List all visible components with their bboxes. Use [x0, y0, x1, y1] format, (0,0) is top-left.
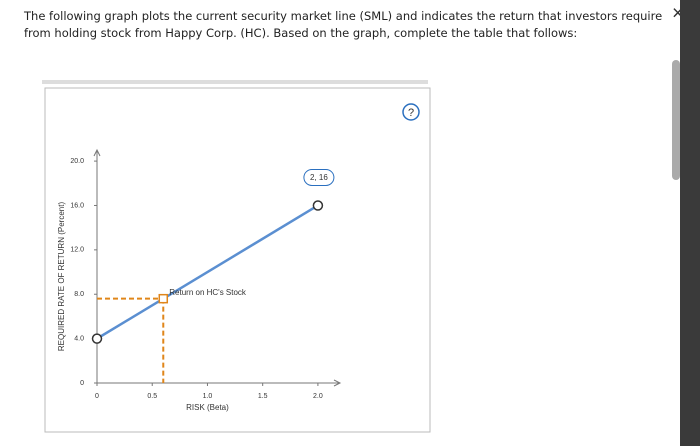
y-tick-label: 0 [80, 380, 84, 387]
y-axis-arrow [93, 148, 101, 157]
callout-box [303, 168, 335, 186]
question-text: The following graph plots the current se… [24, 9, 663, 40]
divider [42, 80, 428, 84]
hc-point [158, 293, 169, 304]
scrollbar[interactable] [672, 60, 680, 180]
x-tick-label: 0.5 [147, 393, 157, 400]
y-tick-label: 8.0 [74, 291, 84, 298]
chart: 0 4.0 8.0 12.0 16.0 20.0 0 0.5 1.0 1.5 2.0 RISK (Be… [57, 148, 342, 412]
callout-label: 2, 16 [310, 173, 328, 182]
y-axis-title: REQUIRED RATE OF RETURN (Percent) [57, 202, 66, 352]
y-tick-label: 12.0 [70, 247, 84, 254]
y-tick-label: 4.0 [74, 335, 84, 342]
sml-endpoint [91, 333, 103, 344]
x-axis-title: RISK (Beta) [186, 403, 229, 412]
chart-frame [44, 87, 431, 433]
x-tick-label: 1.0 [203, 393, 213, 400]
sml-endpoint [312, 200, 324, 211]
y-tick-label: 16.0 [70, 202, 84, 209]
sml-line [96, 204, 319, 340]
x-tick-label: 0 [95, 393, 99, 400]
x-tick-label: 2.0 [313, 393, 323, 400]
x-tick-label: 1.5 [258, 393, 268, 400]
x-axis-arrow [333, 379, 342, 387]
help-icon[interactable] [402, 103, 420, 121]
close-icon[interactable]: × [672, 2, 684, 24]
y-tick-label: 20.0 [70, 158, 84, 165]
hc-point-label: Return on HC's Stock [169, 288, 247, 297]
side-panel [680, 0, 700, 446]
help-icon-text: ? [408, 107, 414, 119]
